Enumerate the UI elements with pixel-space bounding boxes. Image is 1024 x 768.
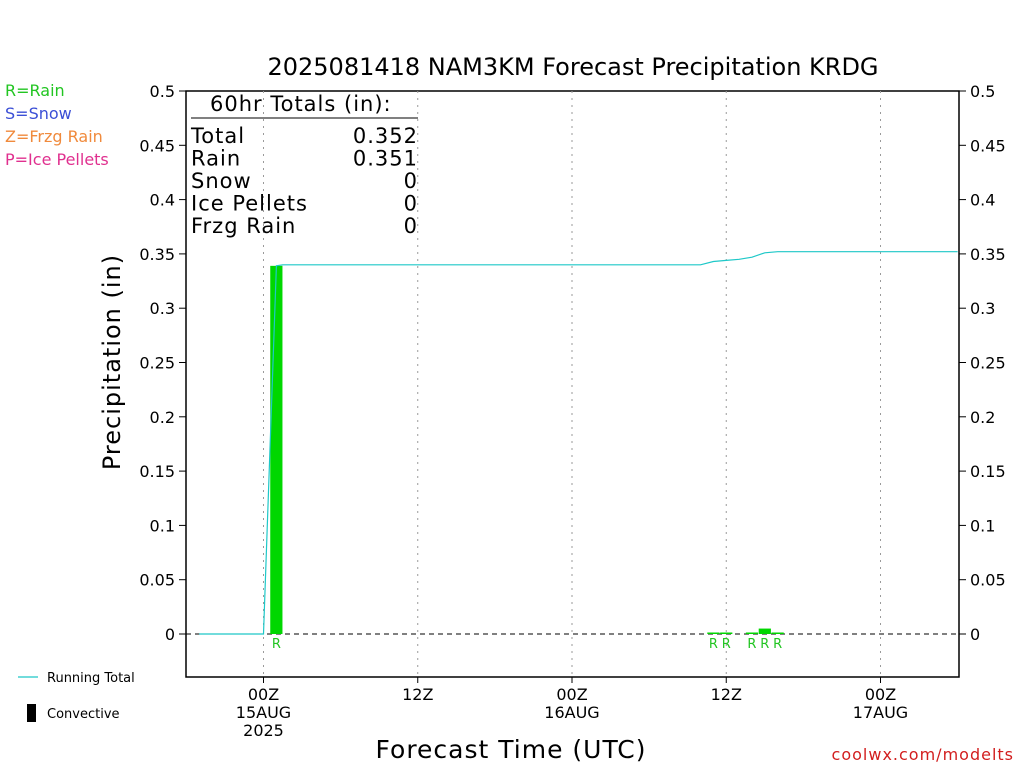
totals-row-label: Total — [190, 124, 245, 148]
type-legend-item: R=Rain — [5, 81, 65, 100]
precip-bar — [270, 265, 283, 634]
y-tick-label-right: 0.5 — [970, 82, 995, 101]
precip-type-mark: R — [760, 637, 769, 652]
vertical-grid — [263, 91, 881, 677]
y-tick-label-left: 0.45 — [139, 136, 175, 155]
y-tick-label-right: 0.05 — [970, 571, 1006, 590]
precip-type-mark: R — [773, 637, 782, 652]
y-axis-ticks: 0 00.05 0.050.1 0.10.15 0.150.2 0.20.25 0.250.… — [139, 82, 1005, 644]
type-legend-item: S=Snow — [5, 104, 72, 123]
x-tick-label: 17AUG — [853, 703, 908, 722]
y-tick-label-left: 0.4 — [150, 191, 175, 210]
type-legend-item: P=Ice Pellets — [5, 150, 109, 169]
precip-type-mark: R — [709, 637, 718, 652]
y-tick-label-right: 0.4 — [970, 191, 995, 210]
y-axis-title: Precipitation (in) — [98, 254, 126, 470]
totals-row-value: 0.352 — [353, 124, 418, 148]
totals-row-value: 0 — [404, 169, 418, 193]
x-tick-label: 15AUG — [236, 703, 291, 722]
totals-box: 60hr Totals (in): Total 0.352 Rain 0.351 Sno… — [190, 92, 418, 238]
bottom-legend: Running Total Convective — [18, 671, 135, 722]
precip-bar — [745, 632, 759, 634]
y-tick-label-right: 0.45 — [970, 136, 1006, 155]
x-tick-label: 00Z — [865, 685, 896, 704]
totals-heading: 60hr Totals (in): — [210, 92, 392, 116]
totals-row-value: 0.351 — [353, 147, 418, 171]
y-tick-label-right: 0.2 — [970, 408, 995, 427]
precip-bar — [771, 632, 784, 634]
totals-row-label: Rain — [191, 147, 241, 171]
x-tick-label: 2025 — [243, 721, 284, 740]
y-tick-label-right: 0.25 — [970, 354, 1006, 373]
x-axis-title: Forecast Time (UTC) — [376, 735, 647, 764]
credit-link[interactable]: coolwx.com/modelts — [832, 745, 1014, 764]
y-tick-label-left: 0.2 — [150, 408, 175, 427]
totals-row-label: Snow — [191, 169, 252, 193]
y-tick-label-left: 0 — [165, 625, 175, 644]
precip-bar — [720, 632, 733, 634]
totals-row-label: Ice Pellets — [191, 192, 308, 216]
y-tick-label-right: 0.15 — [970, 462, 1006, 481]
totals-row-label: Frzg Rain — [191, 214, 296, 238]
precip-bar — [758, 628, 771, 634]
precip-type-legend: R=Rain S=Snow Z=Frzg Rain P=Ice Pellets — [5, 81, 109, 169]
x-tick-label: 16AUG — [544, 703, 599, 722]
totals-row-value: 0 — [404, 214, 418, 238]
y-tick-label-right: 0.1 — [970, 516, 995, 535]
totals-row-value: 0 — [404, 192, 418, 216]
x-tick-label: 00Z — [556, 685, 587, 704]
precip-bars — [270, 265, 784, 634]
y-tick-label-left: 0.05 — [139, 571, 175, 590]
precip-type-mark: R — [272, 637, 281, 652]
convective-swatch — [27, 704, 36, 722]
y-tick-label-left: 0.15 — [139, 462, 175, 481]
precip-bar — [707, 632, 720, 634]
x-tick-label: 12Z — [402, 685, 433, 704]
y-tick-label-left: 0.35 — [139, 245, 175, 264]
y-tick-label-right: 0.3 — [970, 299, 995, 318]
x-tick-label: 00Z — [248, 685, 279, 704]
x-tick-label: 12Z — [711, 685, 742, 704]
precip-type-mark: R — [747, 637, 756, 652]
y-tick-label-right: 0 — [970, 625, 980, 644]
type-legend-item: Z=Frzg Rain — [5, 127, 103, 146]
chart-title: 2025081418 NAM3KM Forecast Precipitation… — [267, 53, 878, 81]
y-tick-label-left: 0.3 — [150, 299, 175, 318]
convective-legend-label: Convective — [47, 707, 120, 722]
y-tick-label-right: 0.35 — [970, 245, 1006, 264]
running-total-legend-label: Running Total — [47, 671, 135, 686]
y-tick-label-left: 0.25 — [139, 354, 175, 373]
y-tick-label-left: 0.1 — [150, 516, 175, 535]
precip-type-mark: R — [722, 637, 731, 652]
y-tick-label-left: 0.5 — [150, 82, 175, 101]
running-total-line — [199, 251, 958, 635]
totals-rows: Total 0.352 Rain 0.351 Snow 0 Ice Pellets 0 Frzg… — [190, 124, 418, 238]
